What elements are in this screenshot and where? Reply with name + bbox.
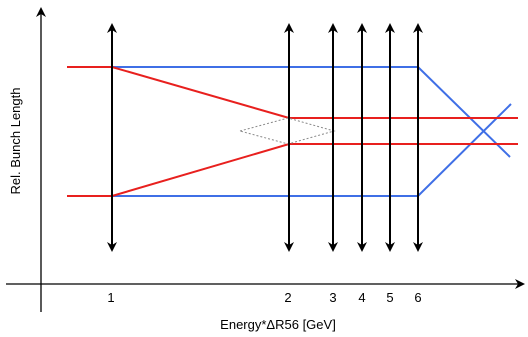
tick-label-5: 5 [386,290,393,305]
dotted-diamond [238,117,336,145]
red-upper-line [67,66,518,119]
y-axis-label: Rel. Bunch Length [8,88,23,195]
tick-label-4: 4 [358,290,365,305]
tick-label-1: 1 [107,290,114,305]
tick-labels: 1 2 3 4 5 6 [107,290,421,305]
tick-label-3: 3 [329,290,336,305]
tick-label-2: 2 [284,290,291,305]
red-lines [67,66,518,197]
blue-lines [112,66,512,197]
marker-arrows [107,23,423,252]
tick-label-6: 6 [414,290,421,305]
red-lower-line [67,143,518,197]
x-axis-label: Energy*ΔR56 [GeV] [220,317,336,332]
